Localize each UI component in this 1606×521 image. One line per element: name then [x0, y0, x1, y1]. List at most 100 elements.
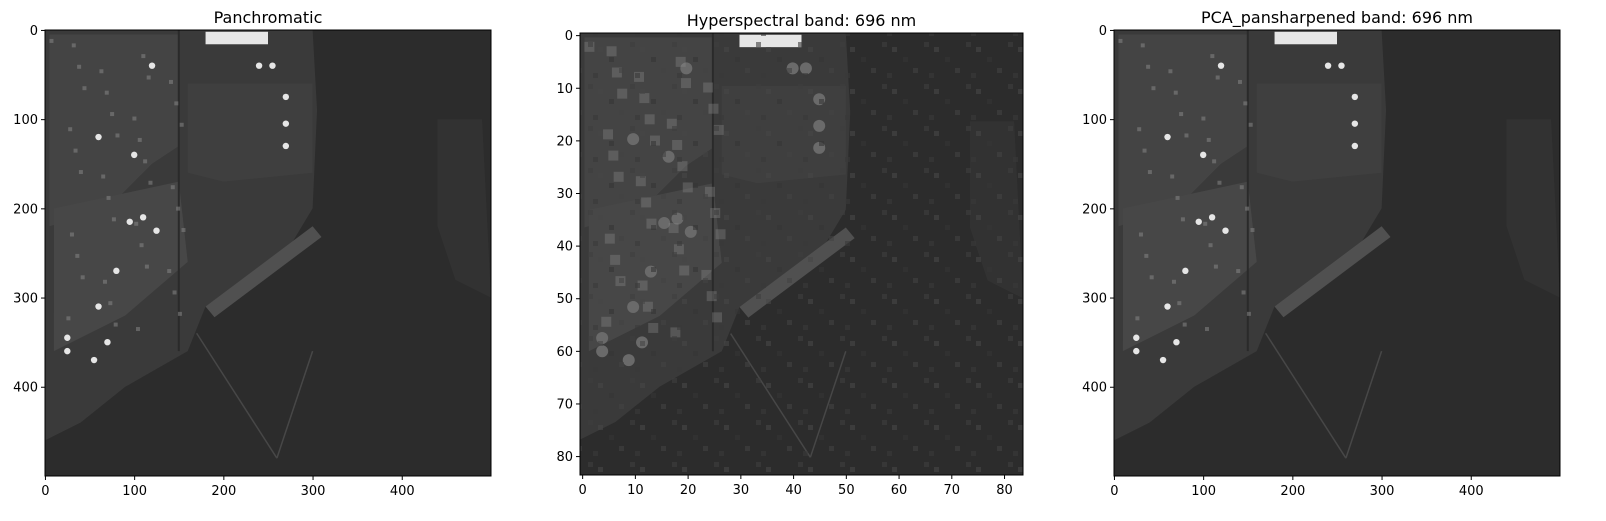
building: [1135, 316, 1140, 321]
building: [1212, 159, 1217, 164]
x-tick-label: 60: [891, 483, 908, 498]
building: [172, 290, 177, 295]
y-tick-label: 70: [556, 397, 573, 412]
tank-farm: [187, 83, 313, 182]
jetty-line: [196, 332, 278, 459]
panel-title: Panchromatic: [214, 8, 323, 27]
building: [1236, 269, 1241, 274]
x-tick-label: 20: [680, 483, 697, 498]
x-tick-label: 80: [996, 483, 1013, 498]
building: [104, 90, 109, 95]
y-tick-label: 0: [565, 29, 573, 44]
building: [1146, 64, 1151, 69]
building: [1204, 327, 1209, 332]
storage-tank: [1159, 356, 1167, 364]
tank-farm: [1256, 83, 1382, 182]
building: [1149, 275, 1154, 280]
storage-tank: [90, 356, 98, 364]
pier: [1274, 226, 1391, 318]
industrial-block-north: [49, 34, 179, 227]
storage-tank: [95, 133, 102, 141]
panel-title: Hyperspectral band: 696 nm: [687, 11, 916, 30]
x-tick-label: 200: [211, 484, 236, 499]
building: [78, 170, 83, 175]
building: [1137, 127, 1142, 132]
storage-tank: [126, 218, 133, 225]
building: [82, 86, 87, 91]
building: [49, 38, 54, 43]
shoal-area: [437, 119, 491, 298]
y-tick-label: 10: [556, 82, 573, 97]
building: [1177, 301, 1182, 306]
y-tick-label: 200: [1082, 202, 1107, 217]
y-tick-label: 40: [556, 240, 573, 255]
building: [113, 322, 118, 327]
storage-tank: [1208, 214, 1216, 221]
y-tick-label: 0: [30, 24, 38, 39]
building: [1171, 279, 1176, 284]
building: [1217, 180, 1222, 185]
building: [73, 148, 78, 153]
axes-frame: [579, 32, 1024, 476]
building: [1213, 264, 1218, 269]
y-tick-label: 60: [556, 345, 573, 360]
building: [1250, 228, 1255, 233]
building: [77, 64, 82, 69]
y-tick-label: 30: [556, 187, 573, 202]
industrial-block-south: [1122, 181, 1257, 352]
building: [1144, 253, 1149, 258]
building: [1210, 54, 1215, 59]
building: [1241, 290, 1246, 295]
building: [1179, 112, 1184, 117]
building: [176, 206, 181, 211]
storage-tank: [113, 267, 120, 275]
storage-tank: [255, 62, 263, 69]
building: [99, 69, 104, 74]
storage-tank: [1182, 267, 1189, 275]
building: [111, 217, 116, 222]
y-tick-label: 80: [556, 450, 573, 465]
shoal-area: [1506, 119, 1560, 298]
building: [135, 327, 140, 332]
building: [1206, 137, 1211, 142]
y-tick-label: 300: [13, 292, 38, 307]
building: [66, 316, 71, 321]
jetty-line: [1345, 350, 1383, 459]
storage-tank: [1351, 93, 1359, 101]
building: [1138, 232, 1143, 237]
x-tick-label: 200: [1280, 484, 1305, 499]
storage-tank: [95, 303, 102, 310]
x-tick-label: 30: [733, 483, 750, 498]
x-tick-label: 400: [1459, 484, 1484, 499]
storage-tank: [1338, 62, 1345, 69]
building: [1147, 170, 1152, 175]
building: [1175, 195, 1180, 200]
jetty-line: [1265, 332, 1347, 459]
building: [143, 159, 148, 164]
building: [1118, 38, 1123, 43]
building: [144, 264, 149, 269]
x-tick-label: 70: [944, 483, 961, 498]
building: [1208, 243, 1213, 248]
x-tick-label: 300: [1370, 484, 1395, 499]
building: [141, 54, 146, 59]
building: [1246, 311, 1251, 316]
building: [167, 269, 172, 274]
building: [1239, 185, 1244, 190]
storage-tank: [1351, 120, 1359, 127]
x-tick-label: 100: [1191, 484, 1216, 499]
axes-frame: [44, 29, 492, 477]
storage-tank: [104, 339, 111, 346]
building: [179, 122, 184, 127]
building: [1140, 43, 1145, 48]
y-tick-label: 200: [13, 202, 38, 217]
storage-tank: [269, 62, 276, 69]
building: [132, 116, 137, 121]
building: [1184, 133, 1189, 138]
building: [1237, 79, 1242, 84]
y-tick-label: 20: [556, 134, 573, 149]
storage-tank: [1351, 142, 1359, 150]
storage-tank: [1133, 347, 1140, 355]
storage-tank: [131, 151, 138, 159]
building: [1203, 221, 1208, 226]
